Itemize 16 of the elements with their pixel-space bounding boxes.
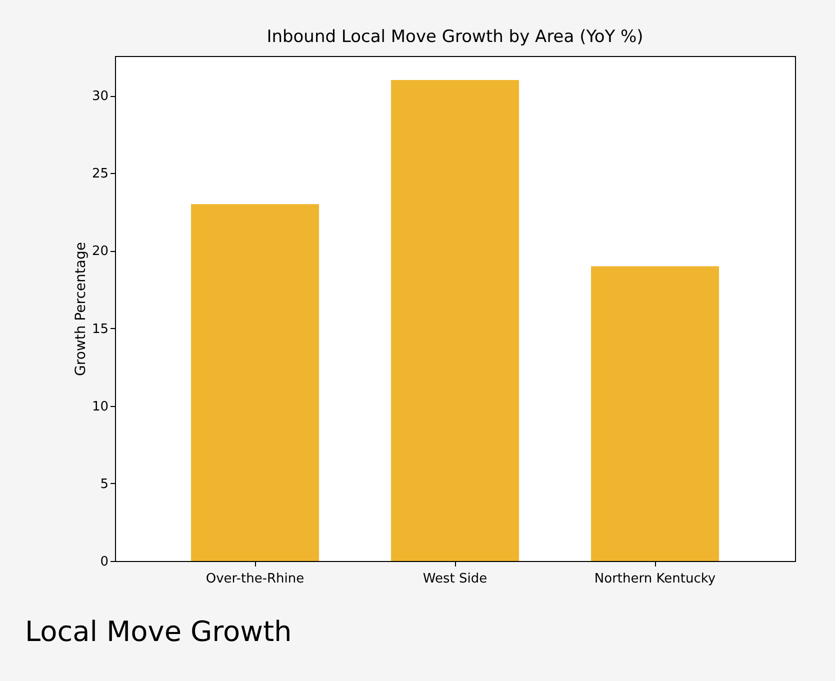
bar (591, 266, 719, 561)
bar (391, 80, 519, 561)
x-tick-label: West Side (422, 572, 488, 586)
x-tick-label: Over-the-Rhine (206, 572, 304, 586)
y-tick-label: 15 (92, 322, 108, 337)
chart-title: Inbound Local Move Growth by Area (YoY %) (266, 27, 644, 47)
y-tick-label: 0 (100, 554, 108, 570)
y-tick-label: 25 (92, 166, 108, 182)
x-tick-label: Northern Kentucky (594, 572, 716, 586)
y-axis-title: Growth Percentage (72, 242, 89, 376)
bar (191, 204, 319, 561)
y-tick-label: 10 (92, 399, 108, 414)
y-tick-label: 5 (100, 476, 108, 492)
text: Local Move Growth (25, 615, 292, 648)
y-tick-label: 30 (92, 89, 108, 104)
y-tick-label: 20 (92, 244, 108, 260)
